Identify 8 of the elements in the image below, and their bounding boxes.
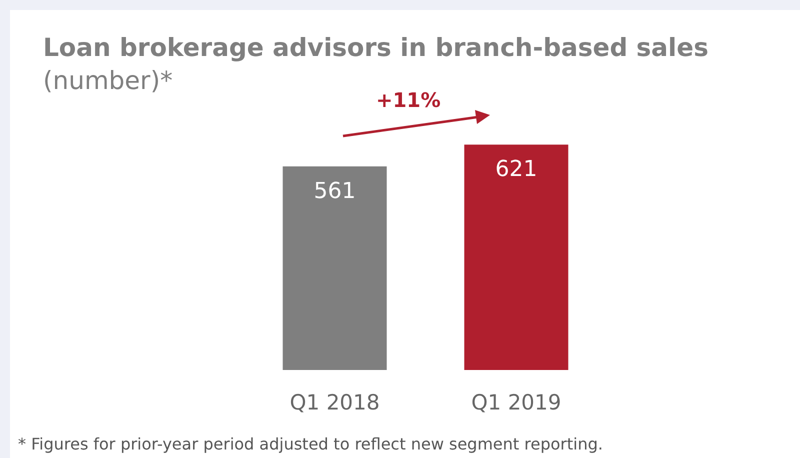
data-label: 561 — [314, 178, 356, 204]
x-tick-label: Q1 2019 — [471, 390, 562, 414]
x-tick-label: Q1 2018 — [290, 390, 380, 414]
chart-title: Loan brokerage advisors in branch-based sales — [43, 33, 708, 62]
chart-subtitle: (number)* — [43, 66, 173, 95]
text: * Figures for prior-year period adjusted to reflect new segment reporting. — [18, 434, 603, 454]
data-label: 621 — [495, 157, 538, 182]
text: +11% — [376, 88, 441, 112]
